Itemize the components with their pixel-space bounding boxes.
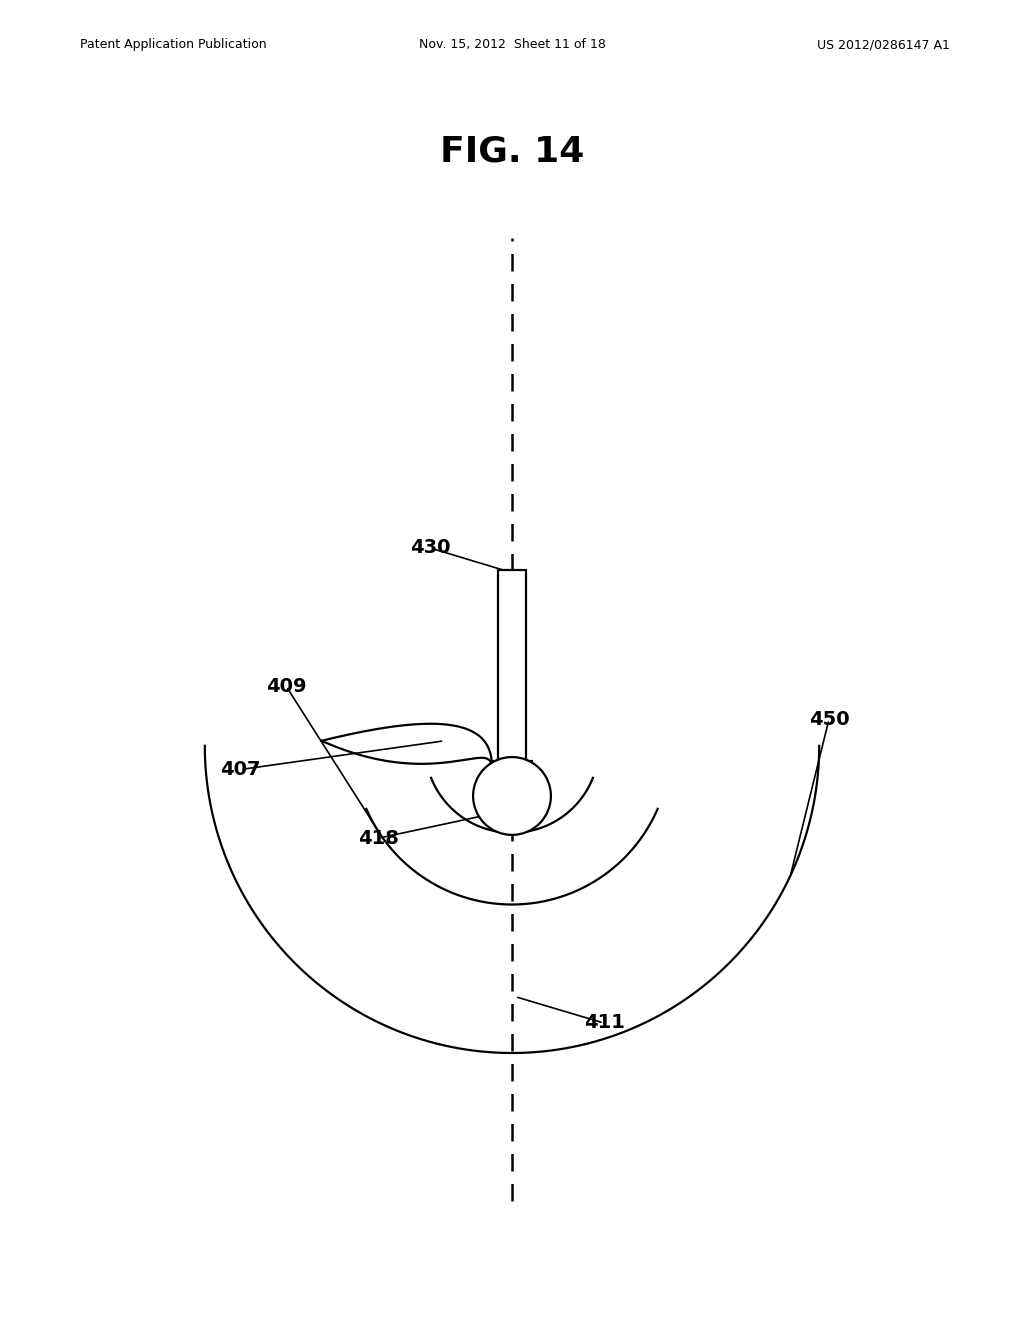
Text: 450: 450: [809, 710, 850, 729]
Text: 409: 409: [266, 677, 307, 696]
Text: 418: 418: [358, 829, 399, 847]
Text: 411: 411: [584, 1014, 625, 1032]
Text: 407: 407: [220, 760, 261, 779]
Bar: [492, 762, 532, 791]
Text: US 2012/0286147 A1: US 2012/0286147 A1: [817, 38, 950, 51]
Text: Patent Application Publication: Patent Application Publication: [80, 38, 266, 51]
Text: 430: 430: [410, 539, 451, 557]
Text: Nov. 15, 2012  Sheet 11 of 18: Nov. 15, 2012 Sheet 11 of 18: [419, 38, 605, 51]
Circle shape: [473, 758, 551, 834]
Bar: [498, 570, 526, 762]
Text: FIG. 14: FIG. 14: [440, 135, 584, 169]
